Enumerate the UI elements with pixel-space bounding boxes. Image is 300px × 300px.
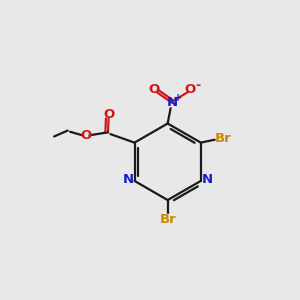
Text: N: N [122, 173, 134, 186]
Text: O: O [103, 108, 114, 121]
Text: O: O [185, 83, 196, 96]
Text: N: N [202, 173, 213, 186]
Text: N: N [167, 96, 178, 110]
Text: Br: Br [214, 132, 231, 145]
Text: Br: Br [159, 213, 176, 226]
Text: O: O [80, 129, 92, 142]
Text: O: O [149, 83, 160, 96]
Text: +: + [174, 93, 182, 103]
Text: -: - [195, 79, 200, 92]
